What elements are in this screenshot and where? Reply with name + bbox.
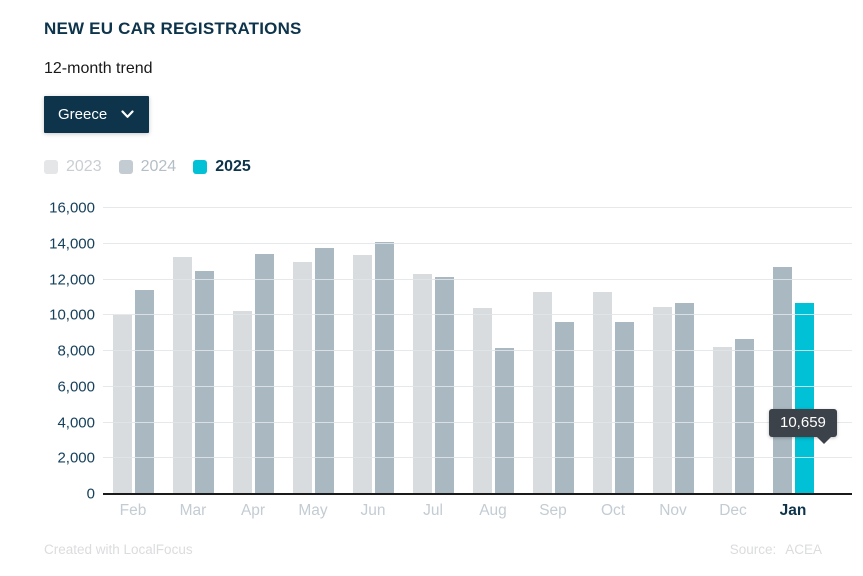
x-axis-label-jan: Jan bbox=[779, 502, 807, 519]
bar-2023-jul[interactable] bbox=[412, 274, 432, 494]
legend-label-2023: 2023 bbox=[66, 158, 102, 175]
y-axis-label: 2,000 bbox=[57, 449, 95, 467]
x-axis-label-jun: Jun bbox=[360, 502, 386, 519]
x-axis-label-nov: Nov bbox=[659, 502, 687, 519]
x-axis-label-sep: Sep bbox=[539, 502, 567, 519]
legend-item-2025[interactable]: 2025 bbox=[193, 158, 251, 176]
gridline bbox=[103, 457, 852, 459]
bar-2024-nov[interactable] bbox=[674, 302, 694, 494]
legend-item-2024[interactable]: 2024 bbox=[118, 158, 177, 176]
x-axis-label-apr: Apr bbox=[240, 502, 266, 519]
y-axis-label: 14,000 bbox=[49, 235, 95, 253]
bar-group-feb bbox=[103, 208, 163, 494]
x-axis-label-jul: Jul bbox=[423, 502, 443, 519]
source-label: Source: bbox=[729, 542, 777, 557]
x-axis-label-mar: Mar bbox=[179, 502, 207, 519]
gridline bbox=[103, 207, 852, 208]
legend-label-2024: 2024 bbox=[140, 158, 177, 175]
y-axis-label: 8,000 bbox=[57, 342, 95, 360]
bar-group-oct bbox=[583, 208, 643, 494]
y-axis-label: 12,000 bbox=[49, 271, 95, 288]
source-text: Source: ACEA bbox=[730, 542, 822, 557]
bar-2024-jul[interactable] bbox=[434, 276, 454, 494]
bar-2024-jun[interactable] bbox=[374, 241, 394, 494]
bar-2024-mar[interactable] bbox=[194, 271, 214, 494]
chevron-down-icon bbox=[121, 110, 134, 119]
bar-2024-may[interactable] bbox=[314, 248, 334, 494]
page-title: NEW EU CAR REGISTRATIONS bbox=[44, 19, 302, 38]
y-axis-label: 10,000 bbox=[49, 306, 95, 324]
bar-2023-nov[interactable] bbox=[652, 307, 672, 494]
country-dropdown[interactable]: Greece bbox=[44, 96, 150, 133]
bar-group-jul bbox=[403, 208, 463, 494]
tooltip: 10,659 bbox=[769, 409, 837, 444]
bar-group-aug bbox=[463, 208, 523, 494]
bar-2023-sep[interactable] bbox=[532, 292, 552, 494]
x-axis-label-dec: Dec bbox=[719, 502, 747, 519]
bar-2024-jan[interactable] bbox=[772, 267, 792, 494]
bars-layer bbox=[103, 208, 823, 494]
bar-2023-mar[interactable] bbox=[172, 257, 192, 494]
bar-2023-may[interactable] bbox=[292, 261, 312, 494]
y-axis-label: 4,000 bbox=[57, 414, 95, 431]
credit-text: Created with LocalFocus bbox=[44, 542, 193, 557]
tooltip-value: 10,659 bbox=[780, 414, 826, 431]
x-axis-label-aug: Aug bbox=[479, 502, 507, 519]
gridline bbox=[103, 385, 852, 387]
bar-group-dec bbox=[703, 208, 763, 494]
bar-2024-apr[interactable] bbox=[254, 253, 274, 494]
chart: 0 2,000 4,000 6,000 8,000 10,000 12,000 14,000 1… bbox=[44, 200, 852, 503]
bar-group-nov bbox=[643, 208, 703, 494]
y-axis: 0 2,000 4,000 6,000 8,000 10,000 12,000 14,000 1… bbox=[44, 200, 95, 503]
gridline bbox=[103, 350, 852, 351]
bar-2024-dec[interactable] bbox=[734, 338, 754, 494]
legend-label-2025: 2025 bbox=[215, 158, 251, 175]
bar-group-may bbox=[283, 208, 343, 494]
x-axis-label-feb: Feb bbox=[119, 502, 147, 519]
bar-2024-oct[interactable] bbox=[614, 321, 634, 494]
x-axis: Feb Mar Apr May Jun Jul Aug Sep Oct Nov Dec Jan bbox=[103, 502, 823, 520]
legend: 2023 2024 2025 bbox=[44, 158, 251, 176]
plot-area: 10,659 bbox=[103, 207, 852, 495]
x-axis-label-oct: Oct bbox=[600, 502, 626, 519]
bar-group-sep bbox=[523, 208, 583, 494]
bar-group-mar bbox=[163, 208, 223, 494]
chart-subtitle: 12-month trend bbox=[44, 60, 153, 77]
legend-swatch-2023 bbox=[44, 160, 58, 174]
bar-group-jun bbox=[343, 208, 403, 494]
gridline bbox=[103, 421, 852, 423]
legend-swatch-2024 bbox=[118, 160, 133, 174]
source-link[interactable]: ACEA bbox=[785, 542, 822, 557]
y-axis-label: 0 bbox=[86, 485, 95, 503]
gridline bbox=[103, 314, 852, 316]
legend-swatch-2025 bbox=[193, 160, 208, 174]
x-axis-baseline bbox=[103, 493, 852, 495]
bar-group-apr bbox=[223, 208, 283, 494]
footer: Created with LocalFocus Source: ACEA bbox=[44, 542, 822, 557]
bar-2023-aug[interactable] bbox=[472, 308, 492, 494]
bar-2024-sep[interactable] bbox=[554, 321, 574, 494]
bar-2024-feb[interactable] bbox=[134, 290, 154, 494]
legend-item-2023[interactable]: 2023 bbox=[44, 158, 102, 176]
country-dropdown-value: Greece bbox=[58, 106, 108, 123]
bar-group-jan bbox=[763, 208, 823, 494]
bar-2023-feb[interactable] bbox=[112, 315, 132, 494]
bar-2023-apr[interactable] bbox=[232, 310, 252, 494]
gridline bbox=[103, 242, 852, 244]
y-axis-label: 16,000 bbox=[49, 199, 95, 217]
bar-2023-oct[interactable] bbox=[592, 292, 612, 494]
bar-2025-jan[interactable] bbox=[794, 303, 814, 494]
y-axis-label: 6,000 bbox=[57, 378, 95, 396]
gridline bbox=[103, 278, 852, 280]
x-axis-label-may: May bbox=[298, 502, 328, 519]
